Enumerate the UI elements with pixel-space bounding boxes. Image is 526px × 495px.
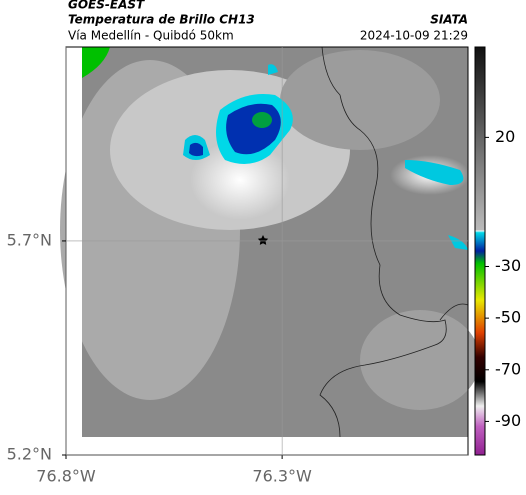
colorbar-tick-label: 20 xyxy=(495,127,515,146)
y-tick-label: 5.7°N xyxy=(7,230,52,249)
x-tick-label: 76.3°W xyxy=(252,467,312,486)
x-tick-label: 76.8°W xyxy=(36,467,96,486)
colorbar-tick-label: -70 xyxy=(495,359,521,378)
location-marker xyxy=(257,235,269,245)
datetime: 2024-10-09 21:29 xyxy=(360,29,468,43)
source: SIATA xyxy=(430,13,468,27)
satellite-image xyxy=(60,46,480,455)
colorbar-tick-label: -50 xyxy=(495,308,521,327)
y-tick-label: 5.2°N xyxy=(7,445,52,464)
subtitle: Temperatura de Brillo CH13 xyxy=(68,13,255,27)
colorbar xyxy=(474,46,486,456)
title: GOES-EAST xyxy=(68,0,145,12)
colorbar-tick-label: -90 xyxy=(495,411,521,430)
region: Vía Medellín - Quibdó 50km xyxy=(68,29,234,43)
colorbar-tick-label: -30 xyxy=(495,256,521,275)
